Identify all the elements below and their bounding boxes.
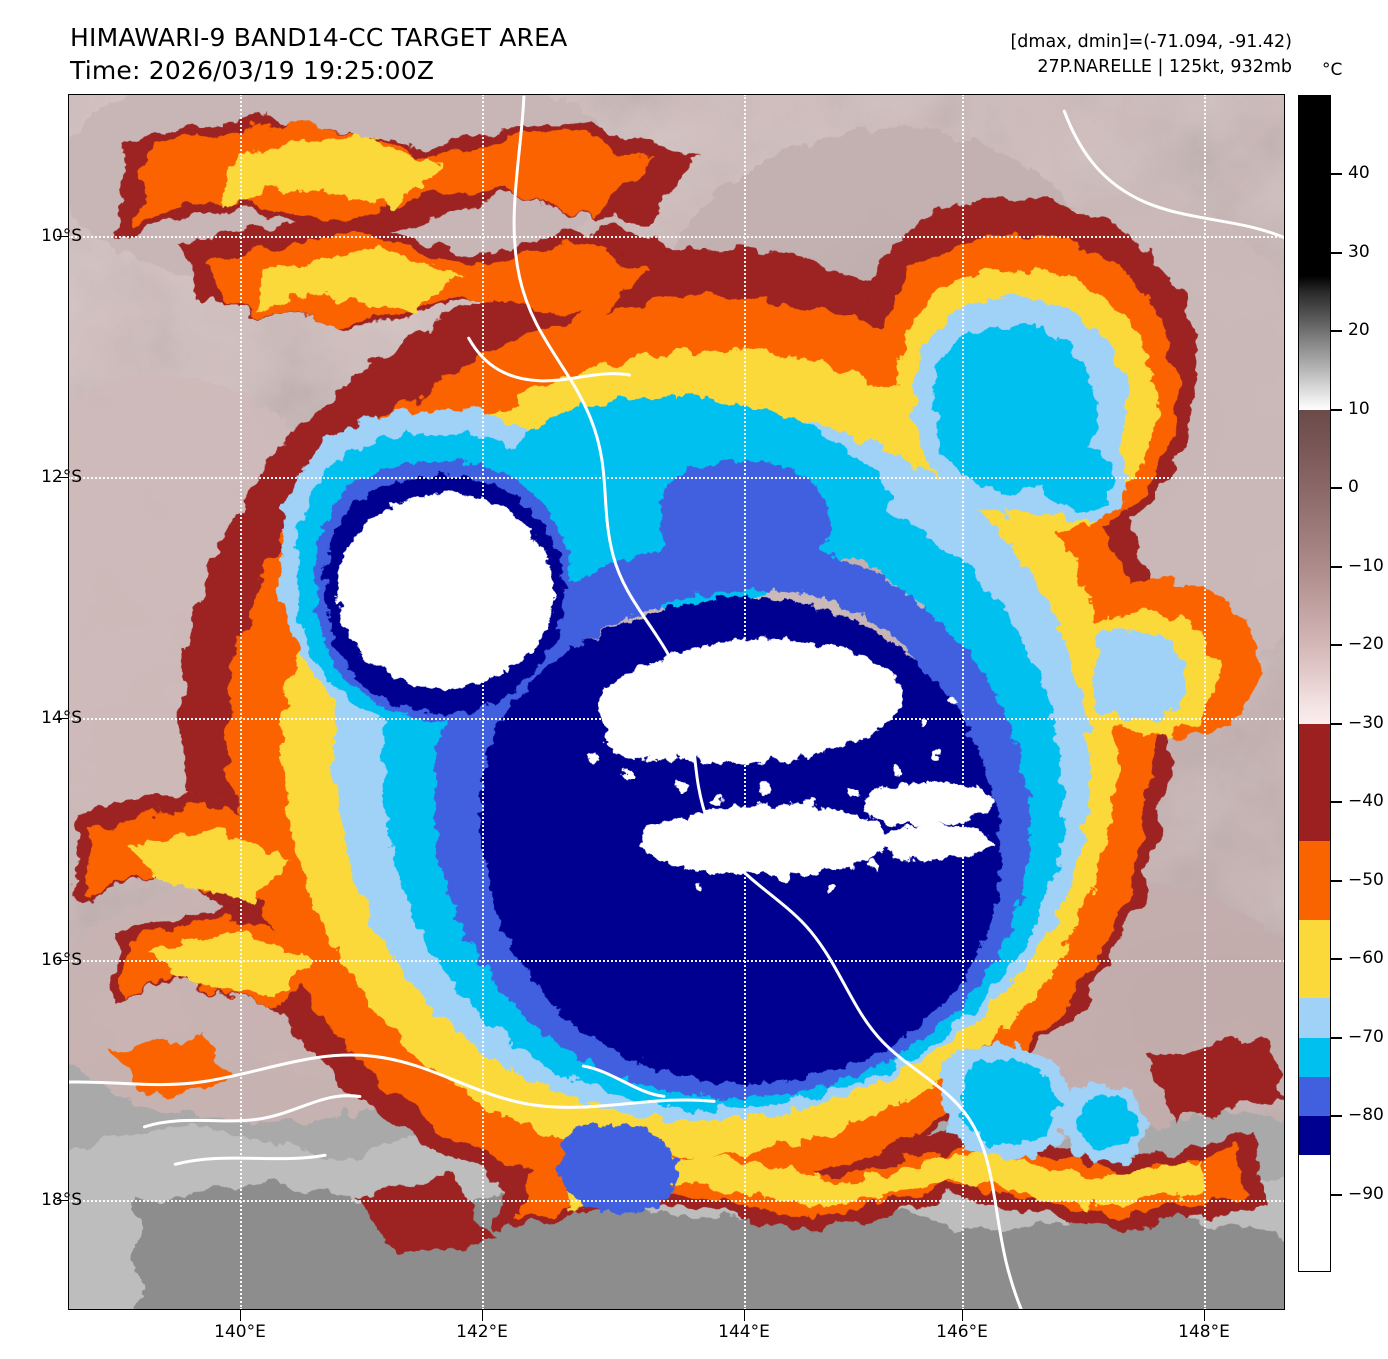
colorbar-unit-label: °C [1322, 60, 1343, 80]
ylabel-12S: 12°S [41, 467, 82, 487]
gridline-lon-144E [744, 94, 746, 1310]
gridline-lat-16S [68, 960, 1285, 962]
colorbar-segment-orange [1299, 841, 1330, 920]
colorbar-tick-group: 40 30 20 10 0 −10 −20 −30 −40 −50 −60 −70 −80 −90 [1331, 95, 1388, 1272]
colorbar-tick-30 [1331, 251, 1342, 254]
colorbar-segment-black [1299, 96, 1330, 277]
xlabel-142E: 142°E [456, 1322, 508, 1342]
colorbar-segment-navy [1299, 1116, 1330, 1156]
xtick-148E [1204, 1310, 1205, 1321]
colorbar-tick-20 [1331, 330, 1342, 333]
ytick-16S [57, 960, 68, 961]
gridline-lat-18S [68, 1200, 1285, 1202]
satellite-image-plot[interactable]: Copyright © 2020-2026 Dapiya [68, 94, 1285, 1310]
satellite-swath [68, 94, 1285, 1310]
colorbar[interactable] [1298, 95, 1331, 1272]
xlabel-140E: 140°E [214, 1322, 266, 1342]
colorbar-label--40: −40 [1348, 791, 1384, 812]
gridline-lon-146E [962, 94, 964, 1310]
gridline-lat-14S [68, 718, 1285, 720]
colorbar-tick--70 [1331, 1036, 1342, 1039]
gridline-lon-142E [482, 94, 484, 1310]
colorbar-label-0: 0 [1348, 477, 1359, 498]
colorbar-segment-blue [1299, 1076, 1330, 1117]
colorbar-tick-10 [1331, 408, 1342, 411]
ytick-10S [57, 236, 68, 237]
xtick-142E [482, 1310, 483, 1321]
colorbar-label--60: −60 [1348, 948, 1384, 969]
colorbar-segment-dark-red [1299, 723, 1330, 842]
colorbar-label--50: −50 [1348, 869, 1384, 890]
xlabel-146E: 146°E [936, 1322, 988, 1342]
cloud-enhancement-layer [68, 94, 1285, 1310]
colorbar-label-30: 30 [1348, 241, 1370, 262]
colorbar-tick--20 [1331, 644, 1342, 647]
colorbar-tick--60 [1331, 958, 1342, 961]
ylabel-10S: 10°S [41, 226, 82, 246]
colorbar-tick--30 [1331, 722, 1342, 725]
xtick-144E [744, 1310, 745, 1321]
colorbar-label-20: 20 [1348, 320, 1370, 341]
colorbar-tick--90 [1331, 1193, 1342, 1196]
colorbar-tick--10 [1331, 565, 1342, 568]
ytick-12S [57, 477, 68, 478]
colorbar-label--10: −10 [1348, 555, 1384, 576]
xlabel-148E: 148°E [1178, 1322, 1230, 1342]
ytick-14S [57, 718, 68, 719]
ylabel-18S: 18°S [41, 1190, 82, 1210]
colorbar-tick--40 [1331, 801, 1342, 804]
gridline-lon-140E [240, 94, 242, 1310]
colorbar-segment-cyan [1299, 1037, 1330, 1077]
colorbar-tick-0 [1331, 487, 1342, 490]
ylabel-16S: 16°S [41, 950, 82, 970]
colorbar-ramp-mauve [1299, 409, 1330, 724]
colorbar-segment-yellow [1299, 919, 1330, 999]
colorbar-ramp-gray [1299, 276, 1330, 410]
colorbar-label-10: 10 [1348, 398, 1370, 419]
xlabel-144E: 144°E [718, 1322, 770, 1342]
colorbar-label--80: −80 [1348, 1105, 1384, 1126]
colorbar-label-40: 40 [1348, 163, 1370, 184]
colorbar-label--30: −30 [1348, 712, 1384, 733]
storm-info-text: 27P.NARELLE | 125kt, 932mb [1037, 56, 1292, 77]
ytick-18S [57, 1200, 68, 1201]
xtick-140E [240, 1310, 241, 1321]
ylabel-14S: 14°S [41, 708, 82, 728]
colorbar-segment-white [1299, 1155, 1330, 1271]
gridline-lon-148E [1204, 94, 1206, 1310]
colorbar-label--70: −70 [1348, 1026, 1384, 1047]
colorbar-tick--80 [1331, 1115, 1342, 1118]
title-time: Time: 2026/03/19 19:25:00Z [70, 55, 435, 85]
gridline-lat-10S [68, 236, 1285, 238]
colorbar-tick--50 [1331, 879, 1342, 882]
colorbar-tick-40 [1331, 173, 1342, 176]
page-title: HIMAWARI-9 BAND14-CC TARGET AREA Time: 2… [70, 22, 567, 87]
metadata-block: [dmax, dmin]=(-71.094, -91.42) 27P.NAREL… [1010, 30, 1292, 80]
dminmax-text: [dmax, dmin]=(-71.094, -91.42) [1010, 32, 1292, 52]
colorbar-label--90: −90 [1348, 1183, 1384, 1204]
colorbar-label--20: −20 [1348, 634, 1384, 655]
title-main: HIMAWARI-9 BAND14-CC TARGET AREA [70, 23, 568, 52]
colorbar-segment-light-blue [1299, 998, 1330, 1038]
xtick-146E [962, 1310, 963, 1321]
gridline-lat-12S [68, 477, 1285, 479]
